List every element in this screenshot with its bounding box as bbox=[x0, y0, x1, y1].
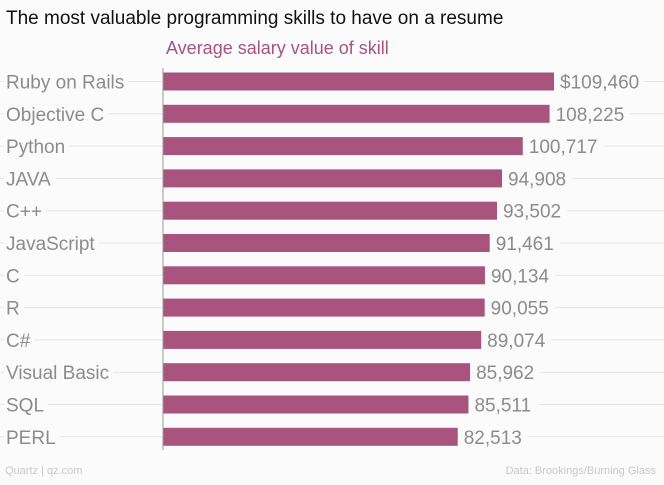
bar bbox=[163, 298, 485, 317]
value-label: 100,717 bbox=[529, 137, 598, 158]
label-bg bbox=[4, 266, 24, 288]
label-bg bbox=[4, 72, 129, 94]
category-label: R bbox=[6, 299, 20, 320]
bar bbox=[163, 266, 485, 285]
bar bbox=[163, 169, 503, 188]
label-bg bbox=[4, 201, 46, 223]
chart-title: The most valuable programming skills to … bbox=[6, 8, 504, 29]
label-bg bbox=[4, 169, 56, 191]
bar bbox=[163, 427, 458, 446]
category-label: SQL bbox=[6, 396, 44, 417]
value-label: $109,460 bbox=[560, 73, 639, 94]
label-bg bbox=[4, 363, 114, 385]
bar bbox=[163, 363, 471, 382]
value-label-bg bbox=[485, 264, 556, 287]
source-credit: Quartz | qz.com bbox=[5, 465, 83, 477]
value-label: 93,502 bbox=[503, 202, 561, 223]
category-label: C++ bbox=[6, 202, 42, 223]
category-label: Python bbox=[6, 137, 65, 158]
value-label: 82,513 bbox=[464, 428, 522, 449]
category-label: C bbox=[6, 266, 20, 287]
category-label: Ruby on Rails bbox=[6, 73, 124, 94]
category-label: C# bbox=[6, 331, 31, 352]
value-label-bg bbox=[482, 328, 552, 351]
category-label: JAVA bbox=[6, 169, 51, 190]
value-label: 108,225 bbox=[556, 105, 625, 126]
label-bg bbox=[4, 395, 49, 417]
value-label: 91,461 bbox=[496, 234, 554, 255]
value-label-bg bbox=[550, 102, 630, 125]
value-label: 90,134 bbox=[491, 266, 550, 287]
bar bbox=[163, 234, 490, 252]
value-label-bg bbox=[469, 393, 539, 416]
value-label-bg bbox=[471, 361, 541, 384]
label-bg bbox=[4, 298, 24, 320]
value-label: 85,962 bbox=[476, 363, 534, 384]
bar bbox=[163, 104, 550, 123]
category-label: JavaScript bbox=[6, 234, 95, 255]
label-bg bbox=[4, 330, 35, 352]
data-source: Data: Brookings/Burning Glass bbox=[505, 465, 656, 477]
value-label-bg bbox=[503, 167, 573, 190]
bar bbox=[163, 201, 497, 220]
bar bbox=[163, 72, 554, 91]
value-label: 94,908 bbox=[508, 169, 566, 190]
value-label-bg bbox=[458, 425, 528, 448]
value-label-bg bbox=[497, 199, 568, 222]
value-label-bg bbox=[555, 70, 645, 93]
value-label-bg bbox=[490, 232, 560, 254]
label-bg bbox=[4, 427, 60, 449]
chart-subtitle: Average salary value of skill bbox=[166, 38, 389, 58]
category-label: Objective C bbox=[6, 105, 104, 126]
value-label: 85,511 bbox=[474, 396, 531, 417]
bar bbox=[163, 137, 523, 156]
value-label-bg bbox=[485, 296, 555, 319]
value-label: 89,074 bbox=[487, 331, 546, 352]
bar bbox=[163, 395, 469, 414]
label-bg bbox=[4, 137, 70, 159]
category-label: Visual Basic bbox=[6, 363, 109, 384]
label-bg bbox=[4, 234, 100, 255]
bar bbox=[163, 330, 482, 349]
value-label: 90,055 bbox=[491, 299, 549, 320]
label-bg bbox=[4, 104, 109, 126]
category-label: PERL bbox=[6, 428, 56, 449]
value-label-bg bbox=[523, 135, 604, 158]
